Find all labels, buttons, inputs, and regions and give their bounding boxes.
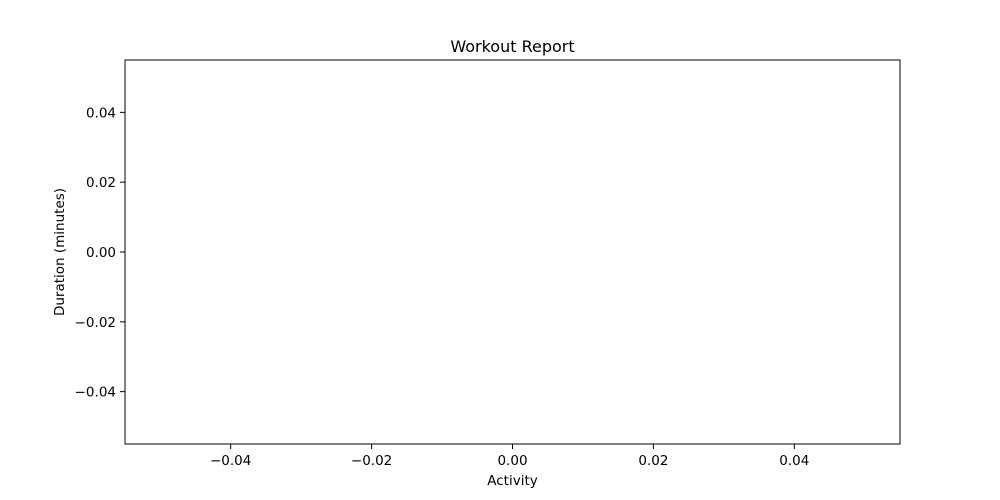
- y-axis-label: Duration (minutes): [52, 188, 68, 316]
- y-tick-label: −0.04: [75, 385, 116, 401]
- y-tick-label: −0.02: [75, 315, 116, 331]
- x-tick-label: −0.04: [210, 453, 251, 469]
- x-tick-label: 0.00: [497, 453, 527, 469]
- y-tick-label: 0.00: [86, 245, 116, 261]
- chart-title: Workout Report: [450, 37, 574, 56]
- x-axis-label: Activity: [487, 473, 538, 489]
- x-axis-ticks: −0.04 −0.02 0.00 0.02 0.04: [210, 444, 809, 469]
- x-tick-label: 0.02: [638, 453, 668, 469]
- x-tick-label: −0.02: [351, 453, 392, 469]
- y-tick-label: 0.04: [86, 105, 116, 121]
- y-axis-ticks: −0.04 −0.02 0.00 0.02 0.04: [75, 105, 125, 401]
- x-tick-label: 0.04: [779, 453, 809, 469]
- y-tick-label: 0.02: [86, 175, 116, 191]
